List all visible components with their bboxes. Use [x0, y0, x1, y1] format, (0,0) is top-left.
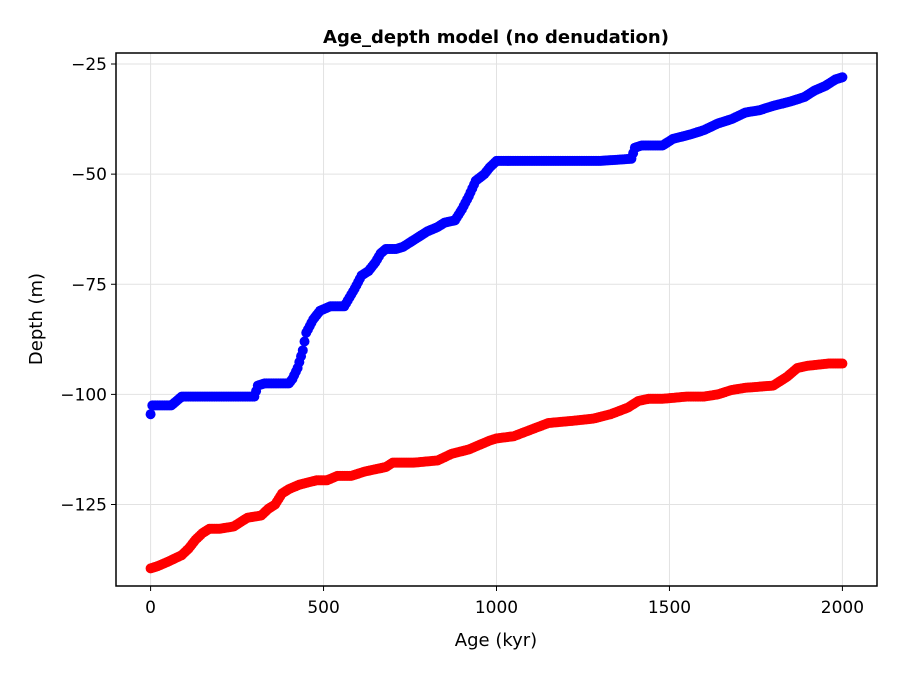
y-tick-label: −50	[71, 165, 107, 185]
y-tick-label: −75	[71, 275, 107, 295]
series-2	[145, 358, 848, 574]
y-axis-label: Depth (m)	[26, 273, 47, 365]
data-points	[145, 72, 848, 574]
data-point	[297, 345, 308, 356]
x-axis-label: Age (kyr)	[455, 630, 537, 651]
x-tick-label: 0	[145, 598, 156, 618]
series-1	[145, 72, 848, 420]
data-point	[837, 72, 848, 83]
y-tick-label: −25	[71, 55, 107, 75]
tick-labels: 0 500 1000 1500 2000 −125 −100 −75 −50 −25	[60, 55, 864, 618]
x-tick-label: 1000	[475, 598, 518, 618]
y-tick-label: −125	[60, 496, 107, 516]
data-point	[299, 336, 310, 347]
data-point	[837, 358, 848, 369]
data-point	[145, 409, 156, 420]
grid-lines	[116, 53, 877, 586]
x-tick-label: 2000	[821, 598, 864, 618]
x-tick-label: 1500	[648, 598, 691, 618]
y-tick-label: −100	[60, 385, 107, 405]
chart-title: Age_depth model (no denudation)	[323, 27, 669, 48]
x-tick-label: 500	[307, 598, 339, 618]
